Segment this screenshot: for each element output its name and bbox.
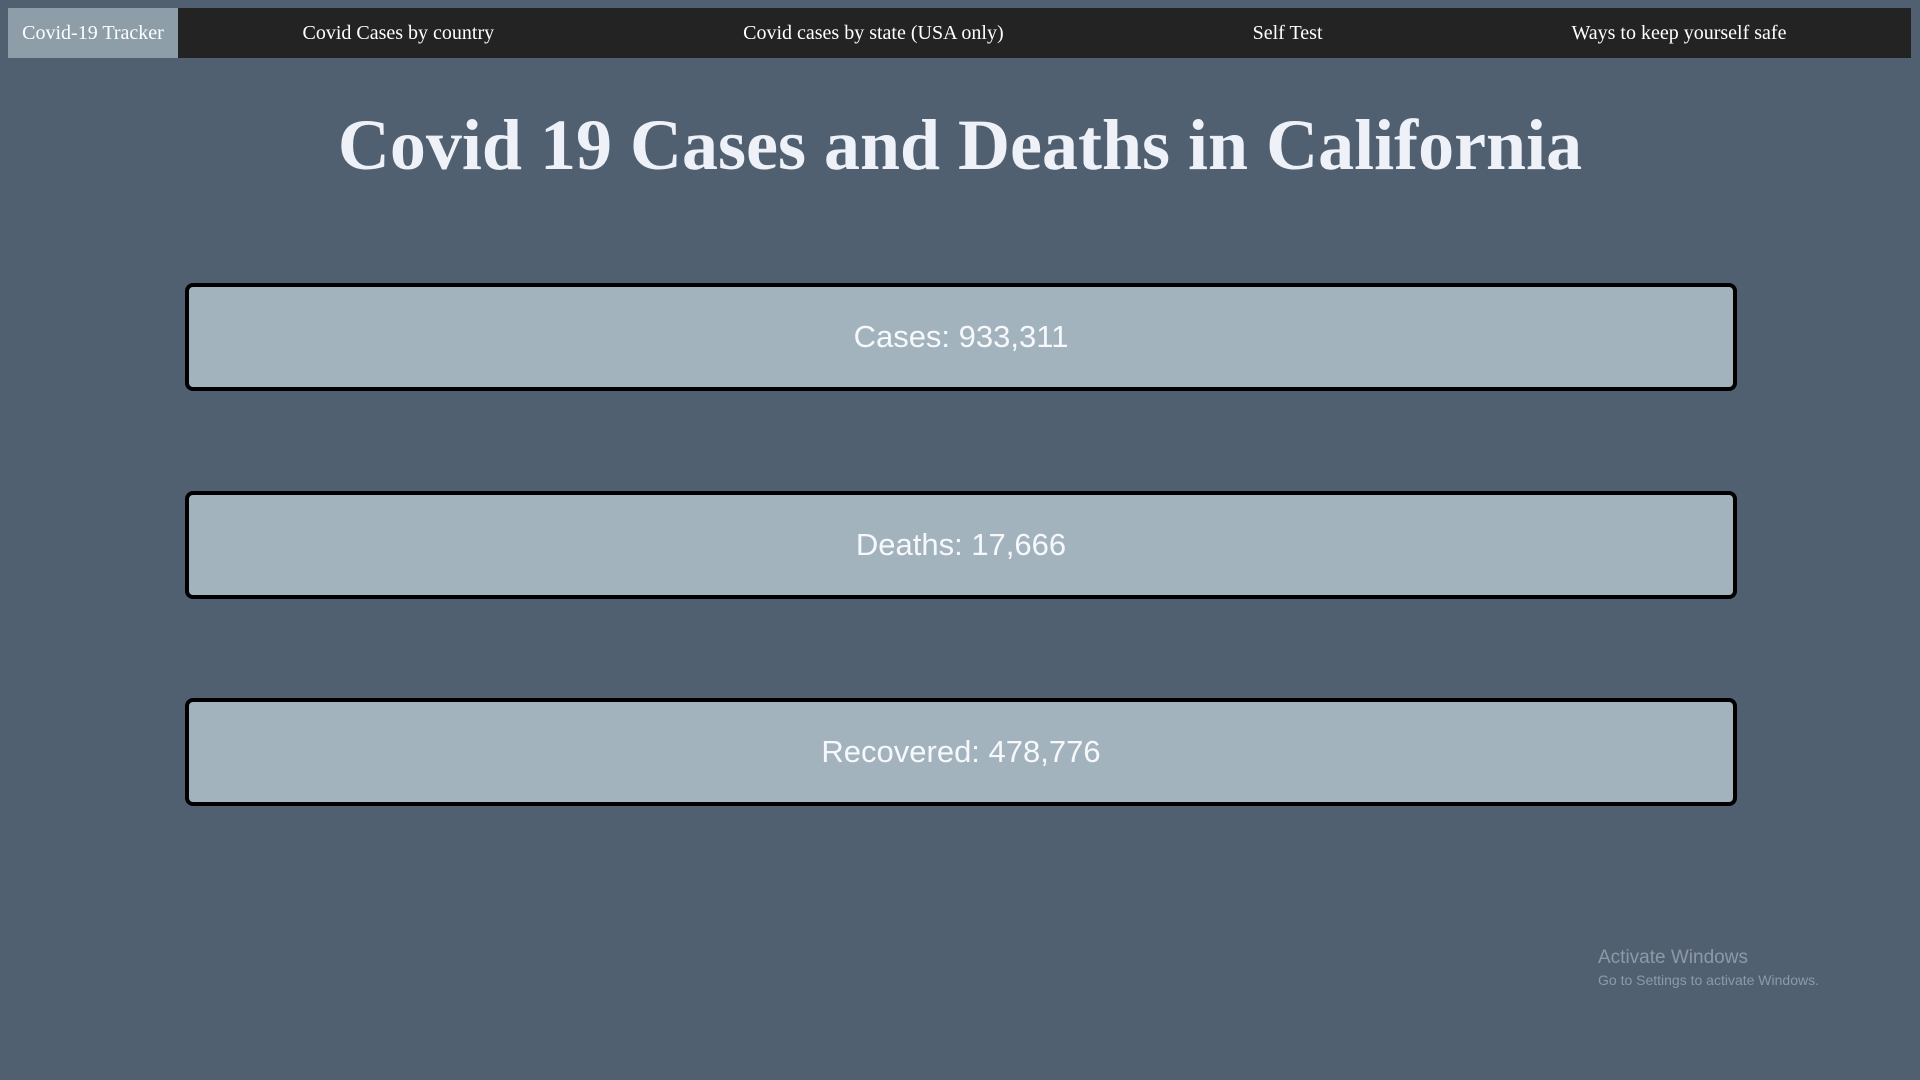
activate-windows-watermark: Activate Windows Go to Settings to activ… [1598,946,1819,990]
nav-links: Covid Cases by country Covid cases by st… [178,8,1911,58]
deaths-label: Deaths: [855,527,963,562]
recovered-label: Recovered: [821,734,980,769]
deaths-card: Deaths: 17,666 [185,491,1737,599]
top-navbar: Covid-19 Tracker Covid Cases by country … [8,8,1911,58]
nav-brand-link[interactable]: Covid-19 Tracker [8,8,178,58]
nav-link-cases-by-country[interactable]: Covid Cases by country [302,21,495,44]
page-title: Covid 19 Cases and Deaths in California [337,105,1583,185]
cases-value: 933,311 [958,319,1069,354]
deaths-value: 17,666 [971,527,1067,562]
nav-link-keep-safe[interactable]: Ways to keep yourself safe [1571,21,1787,44]
recovered-card: Recovered: 478,776 [185,698,1737,806]
watermark-subtitle: Go to Settings to activate Windows. [1598,972,1819,988]
watermark-title: Activate Windows [1598,947,1748,968]
cases-card: Cases: 933,311 [185,283,1737,391]
nav-link-self-test[interactable]: Self Test [1252,21,1323,44]
nav-link-cases-by-state[interactable]: Covid cases by state (USA only) [743,21,1004,44]
recovered-value: 478,776 [988,734,1101,769]
cases-label: Cases: [853,319,951,354]
